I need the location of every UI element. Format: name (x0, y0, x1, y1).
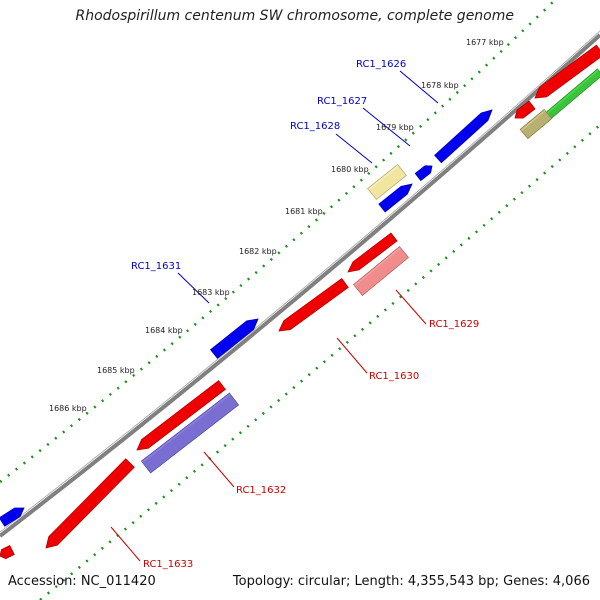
gene-label-RC1_1629[interactable]: RC1_1629 (429, 319, 479, 330)
feature-highlight (379, 186, 403, 206)
gene-label-RC1_1628[interactable]: RC1_1628 (290, 121, 340, 132)
feature-f-left-blue[interactable] (0, 504, 27, 527)
gene-label-RC1_1630[interactable]: RC1_1630 (369, 371, 419, 382)
feature-shape (434, 109, 493, 164)
feature-highlight (141, 393, 231, 463)
feature-shape (514, 100, 536, 119)
feature-shape (136, 380, 226, 451)
feature-f-1627[interactable] (414, 162, 435, 182)
feature-highlight (368, 165, 400, 191)
feature-f-1629[interactable] (345, 232, 398, 276)
kbp-label-10: 1686 kbp (49, 404, 87, 413)
gene-label-RC1_1632[interactable]: RC1_1632 (236, 485, 286, 496)
feature-highlight (353, 233, 393, 264)
kbp-label-2: 1678 kbp (421, 81, 459, 90)
feature-f-1630[interactable] (276, 277, 349, 336)
leader-line-RC1_1627 (362, 107, 411, 147)
feature-highlight (142, 381, 221, 442)
feature-shape (140, 392, 240, 474)
leader-line-RC1_1630 (336, 337, 368, 374)
feature-shape (278, 277, 349, 332)
feature-highlight (517, 101, 531, 112)
feature-shape (0, 507, 25, 527)
feature-f-1632[interactable] (134, 380, 226, 455)
feature-shape (534, 44, 600, 99)
feature-f-1628[interactable] (378, 180, 415, 213)
feature-shape (210, 318, 259, 359)
kbp-label-9: 1685 kbp (97, 366, 135, 375)
feature-shape (378, 183, 413, 213)
kbp-label-1: 1677 kbp (466, 38, 504, 47)
leader-line-RC1_1628 (335, 133, 373, 164)
feature-f-top-red-2[interactable] (531, 44, 600, 103)
leader-line-RC1_1629 (395, 289, 427, 325)
feature-shape (0, 544, 15, 560)
outer-tick-ring (0, 0, 556, 483)
gene-label-RC1_1631[interactable]: RC1_1631 (131, 261, 181, 272)
gene-labels: RC1_1626 RC1_1627 RC1_1628 RC1_1629 RC1_1630… (131, 59, 479, 570)
feature-f-left-red[interactable] (0, 544, 15, 561)
feature-f-1629-cds[interactable] (352, 246, 410, 296)
feature-shape (367, 163, 407, 201)
map-title: Rhodospirillum centenum SW chromosome, c… (75, 8, 514, 24)
feature-f-1631[interactable] (210, 315, 262, 359)
feature-layer (0, 44, 600, 561)
feature-highlight (545, 69, 599, 115)
kbp-label-7: 1683 kbp (192, 288, 230, 297)
gene-label-RC1_1626[interactable]: RC1_1626 (356, 59, 406, 70)
feature-highlight (1, 546, 11, 552)
feature-highlight (539, 45, 598, 90)
leader-line-RC1_1633 (110, 526, 141, 562)
leader-line-RC1_1632 (203, 451, 235, 488)
feature-f-top-red-1[interactable] (512, 100, 536, 122)
kbp-labels: 1677 kbp 1678 kbp 1679 kbp 1680 kbp 1681 kbp… (49, 38, 504, 413)
feature-highlight (520, 109, 546, 132)
feature-shape (45, 458, 135, 549)
feature-f-1633[interactable] (42, 458, 135, 552)
feature-f-1628-cds[interactable] (367, 163, 407, 201)
feature-f-1632-cds[interactable] (140, 392, 240, 474)
chromosome-backbone-highlight (0, 30, 600, 533)
leader-line-RC1_1631 (177, 272, 210, 304)
feature-highlight (0, 508, 16, 520)
feature-f-1626[interactable] (434, 106, 496, 164)
kbp-label-3: 1679 kbp (376, 123, 414, 132)
feature-highlight (415, 166, 427, 176)
kbp-label-4: 1680 kbp (331, 165, 369, 174)
feature-highlight (354, 247, 401, 287)
feature-shape (352, 246, 410, 296)
leader-line-RC1_1626 (399, 70, 439, 104)
feature-highlight (49, 459, 128, 539)
feature-highlight (435, 113, 483, 157)
chromosome-backbone (0, 33, 600, 538)
kbp-label-5: 1681 kbp (285, 207, 323, 216)
kbp-label-8: 1684 kbp (145, 326, 183, 335)
kbp-label-6: 1682 kbp (239, 247, 277, 256)
feature-shape (347, 232, 398, 273)
feature-shape (519, 108, 553, 140)
gene-label-RC1_1627[interactable]: RC1_1627 (317, 96, 367, 107)
gene-label-RC1_1633[interactable]: RC1_1633 (143, 559, 193, 570)
feature-f-top-olive[interactable] (519, 108, 553, 140)
feature-highlight (211, 321, 249, 352)
feature-shape (414, 165, 433, 182)
feature-highlight (284, 279, 344, 323)
accession-text: Accession: NC_011420 (8, 574, 156, 589)
genome-summary-text: Topology: circular; Length: 4,355,543 bp… (232, 574, 590, 589)
leader-lines (110, 70, 439, 562)
inner-tick-ring (39, 124, 600, 600)
